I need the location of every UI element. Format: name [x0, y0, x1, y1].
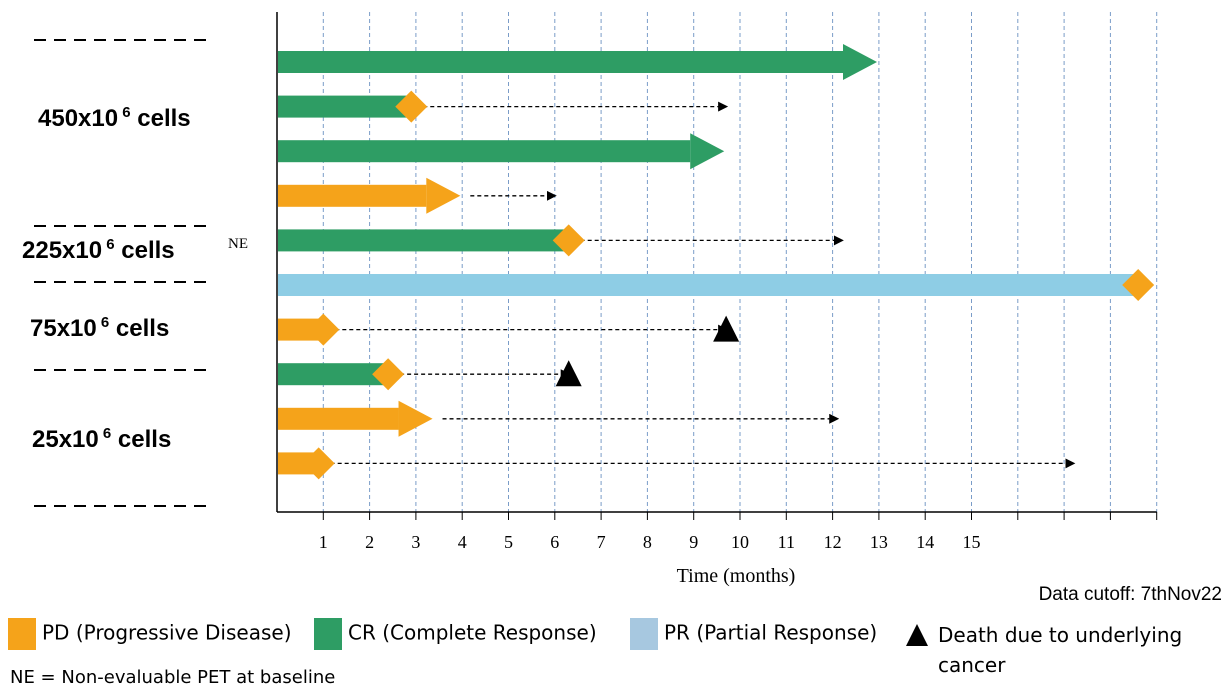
response-bar	[278, 407, 399, 430]
x-tick-label: 14	[916, 532, 934, 552]
progression-diamond	[307, 313, 340, 346]
data-cutoff-note: Data cutoff: 7thNov22	[1038, 584, 1222, 605]
ongoing-arrowhead	[843, 44, 878, 80]
legend-label-death: Death due to underlying cancer	[938, 623, 1183, 677]
event-markers	[302, 90, 1155, 480]
x-tick-label: 4	[458, 532, 467, 552]
x-tick-label: 1	[319, 532, 328, 552]
pr-swatch	[630, 618, 658, 650]
progression-diamond	[552, 224, 585, 257]
response-bars	[278, 44, 1139, 475]
x-axis-title: Time (months)	[677, 565, 796, 587]
response-bar	[278, 318, 324, 341]
x-tick-label: 12	[824, 532, 842, 552]
response-bar	[278, 140, 691, 163]
dose-label: 450x10 6 cells	[38, 104, 191, 132]
legend-label-cr: CR (Complete Response)	[348, 620, 597, 645]
progression-diamond	[395, 90, 428, 123]
dose-label: 225x10 6 cells	[22, 236, 175, 264]
x-tick-label: 8	[643, 532, 652, 552]
x-tick-labels: 1 2 3 4 5 6 7 8 9 10 11 12 13 14 15	[319, 532, 981, 552]
x-tick-label: 6	[550, 532, 559, 552]
legend-item-cr: CR (Complete Response)	[314, 618, 597, 650]
progression-diamond	[372, 358, 405, 391]
x-tick-label: 5	[504, 532, 513, 552]
pd-swatch	[8, 618, 36, 650]
response-bar	[278, 184, 427, 207]
x-tick-label: 7	[597, 532, 606, 552]
death-triangle	[713, 315, 740, 342]
legend-label-pd: PD (Progressive Disease)	[42, 620, 292, 645]
legend-item-pr: PR (Partial Response)	[630, 618, 877, 650]
followup-lines	[330, 101, 1076, 469]
response-bar	[278, 363, 389, 386]
response-bar	[278, 229, 569, 252]
cr-swatch	[314, 618, 342, 650]
axes	[276, 12, 1158, 520]
ongoing-arrowhead	[426, 177, 461, 214]
progression-diamond	[302, 447, 335, 480]
x-tick-label: 2	[365, 532, 374, 552]
legend-item-pd: PD (Progressive Disease)	[8, 618, 292, 650]
x-tick-label: 11	[778, 532, 795, 552]
x-tick-label: 10	[731, 532, 749, 552]
x-tick-label: 3	[411, 532, 420, 552]
response-bar	[278, 51, 844, 73]
gridlines	[322, 12, 1158, 512]
dose-label: 75x10 6 cells	[30, 314, 169, 342]
dose-label: 25x10 6 cells	[32, 425, 171, 453]
x-tick-label: 13	[870, 532, 888, 552]
death-triangle	[555, 360, 582, 387]
death-triangle-icon	[906, 624, 928, 646]
ongoing-arrowhead	[690, 133, 725, 170]
footnote-ne: NE = Non-evaluable PET at baseline	[10, 667, 336, 688]
group-dividers	[34, 39, 212, 507]
x-tick-label: 9	[689, 532, 698, 552]
ongoing-arrowhead	[398, 400, 433, 437]
response-bar	[278, 274, 1139, 296]
progression-diamond	[1122, 269, 1155, 301]
response-bar	[278, 95, 412, 118]
legend-label-pr: PR (Partial Response)	[664, 620, 878, 645]
dose-labels: 450x10 6 cells 225x10 6 cells 75x10 6 cell…	[22, 104, 191, 453]
legend-item-death: Death due to underlying cancer	[906, 620, 1223, 680]
ne-annotation: NE	[228, 236, 248, 252]
x-tick-label: 15	[963, 532, 981, 552]
